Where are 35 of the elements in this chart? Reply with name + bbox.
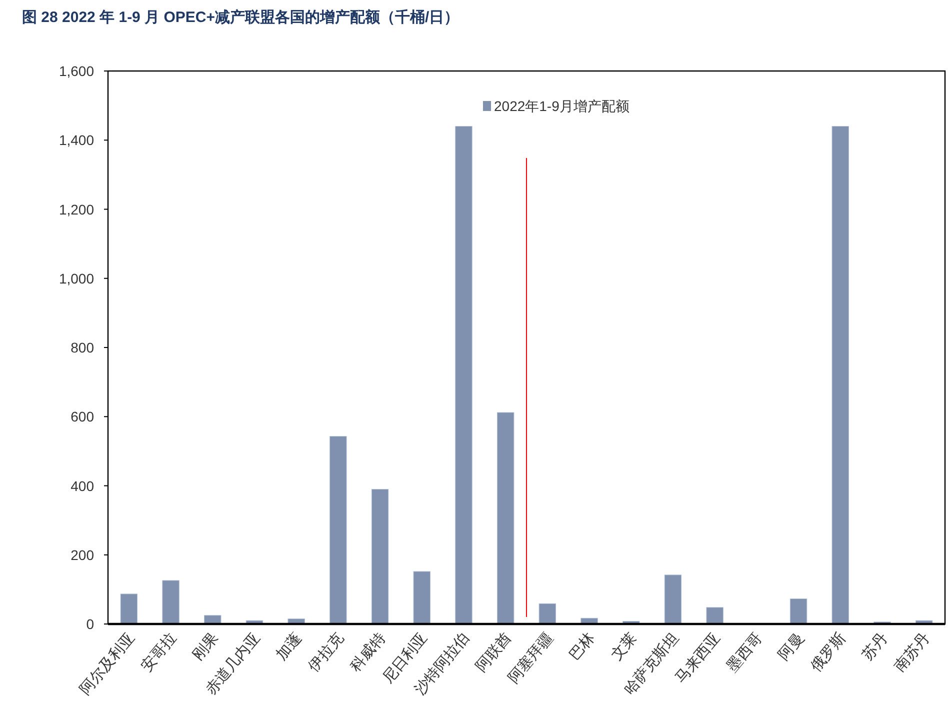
chart-title: 图 28 2022 年 1-9 月 OPEC+减产联盟各国的增产配额（千桶/日） (22, 8, 460, 26)
y-tick-label: 1,000 (58, 270, 94, 286)
x-tick-label: 伊拉克 (305, 630, 348, 676)
bar (832, 126, 849, 624)
bar (330, 436, 347, 624)
y-tick-label: 200 (70, 546, 94, 563)
x-tick-label: 墨西哥 (724, 630, 766, 676)
bar (706, 607, 724, 624)
x-tick-label: 加蓬 (273, 630, 306, 664)
x-tick-label: 俄罗斯 (807, 630, 850, 676)
bar (664, 574, 682, 624)
x-tick-label: 刚果 (189, 630, 222, 664)
y-tick-label: 800 (70, 340, 94, 356)
y-tick-label: 600 (70, 408, 94, 425)
x-tick-label: 苏丹 (858, 630, 892, 664)
x-tick-label: 安哥拉 (138, 630, 180, 676)
y-tick-label: 1,200 (58, 201, 94, 218)
bar (120, 594, 138, 624)
y-tick-label: 1,400 (58, 132, 94, 148)
bar (790, 598, 808, 624)
y-tick-label: 400 (70, 478, 94, 494)
x-tick-label: 阿曼 (775, 630, 808, 664)
x-tick-label: 巴林 (566, 630, 598, 664)
y-tick-label: 1,600 (58, 63, 94, 79)
bar (538, 603, 556, 624)
y-tick-label: 0 (86, 616, 94, 632)
bar (455, 126, 472, 624)
x-tick-label: 阿尔及利亚 (76, 630, 138, 698)
bar (496, 412, 514, 624)
x-tick-label: 文莱 (608, 630, 640, 664)
bar (162, 580, 180, 624)
bar (413, 571, 430, 624)
x-tick-label: 南苏丹 (891, 630, 934, 676)
bar (371, 488, 389, 624)
legend-label: 2022年1-9月增产配额 (494, 98, 630, 114)
